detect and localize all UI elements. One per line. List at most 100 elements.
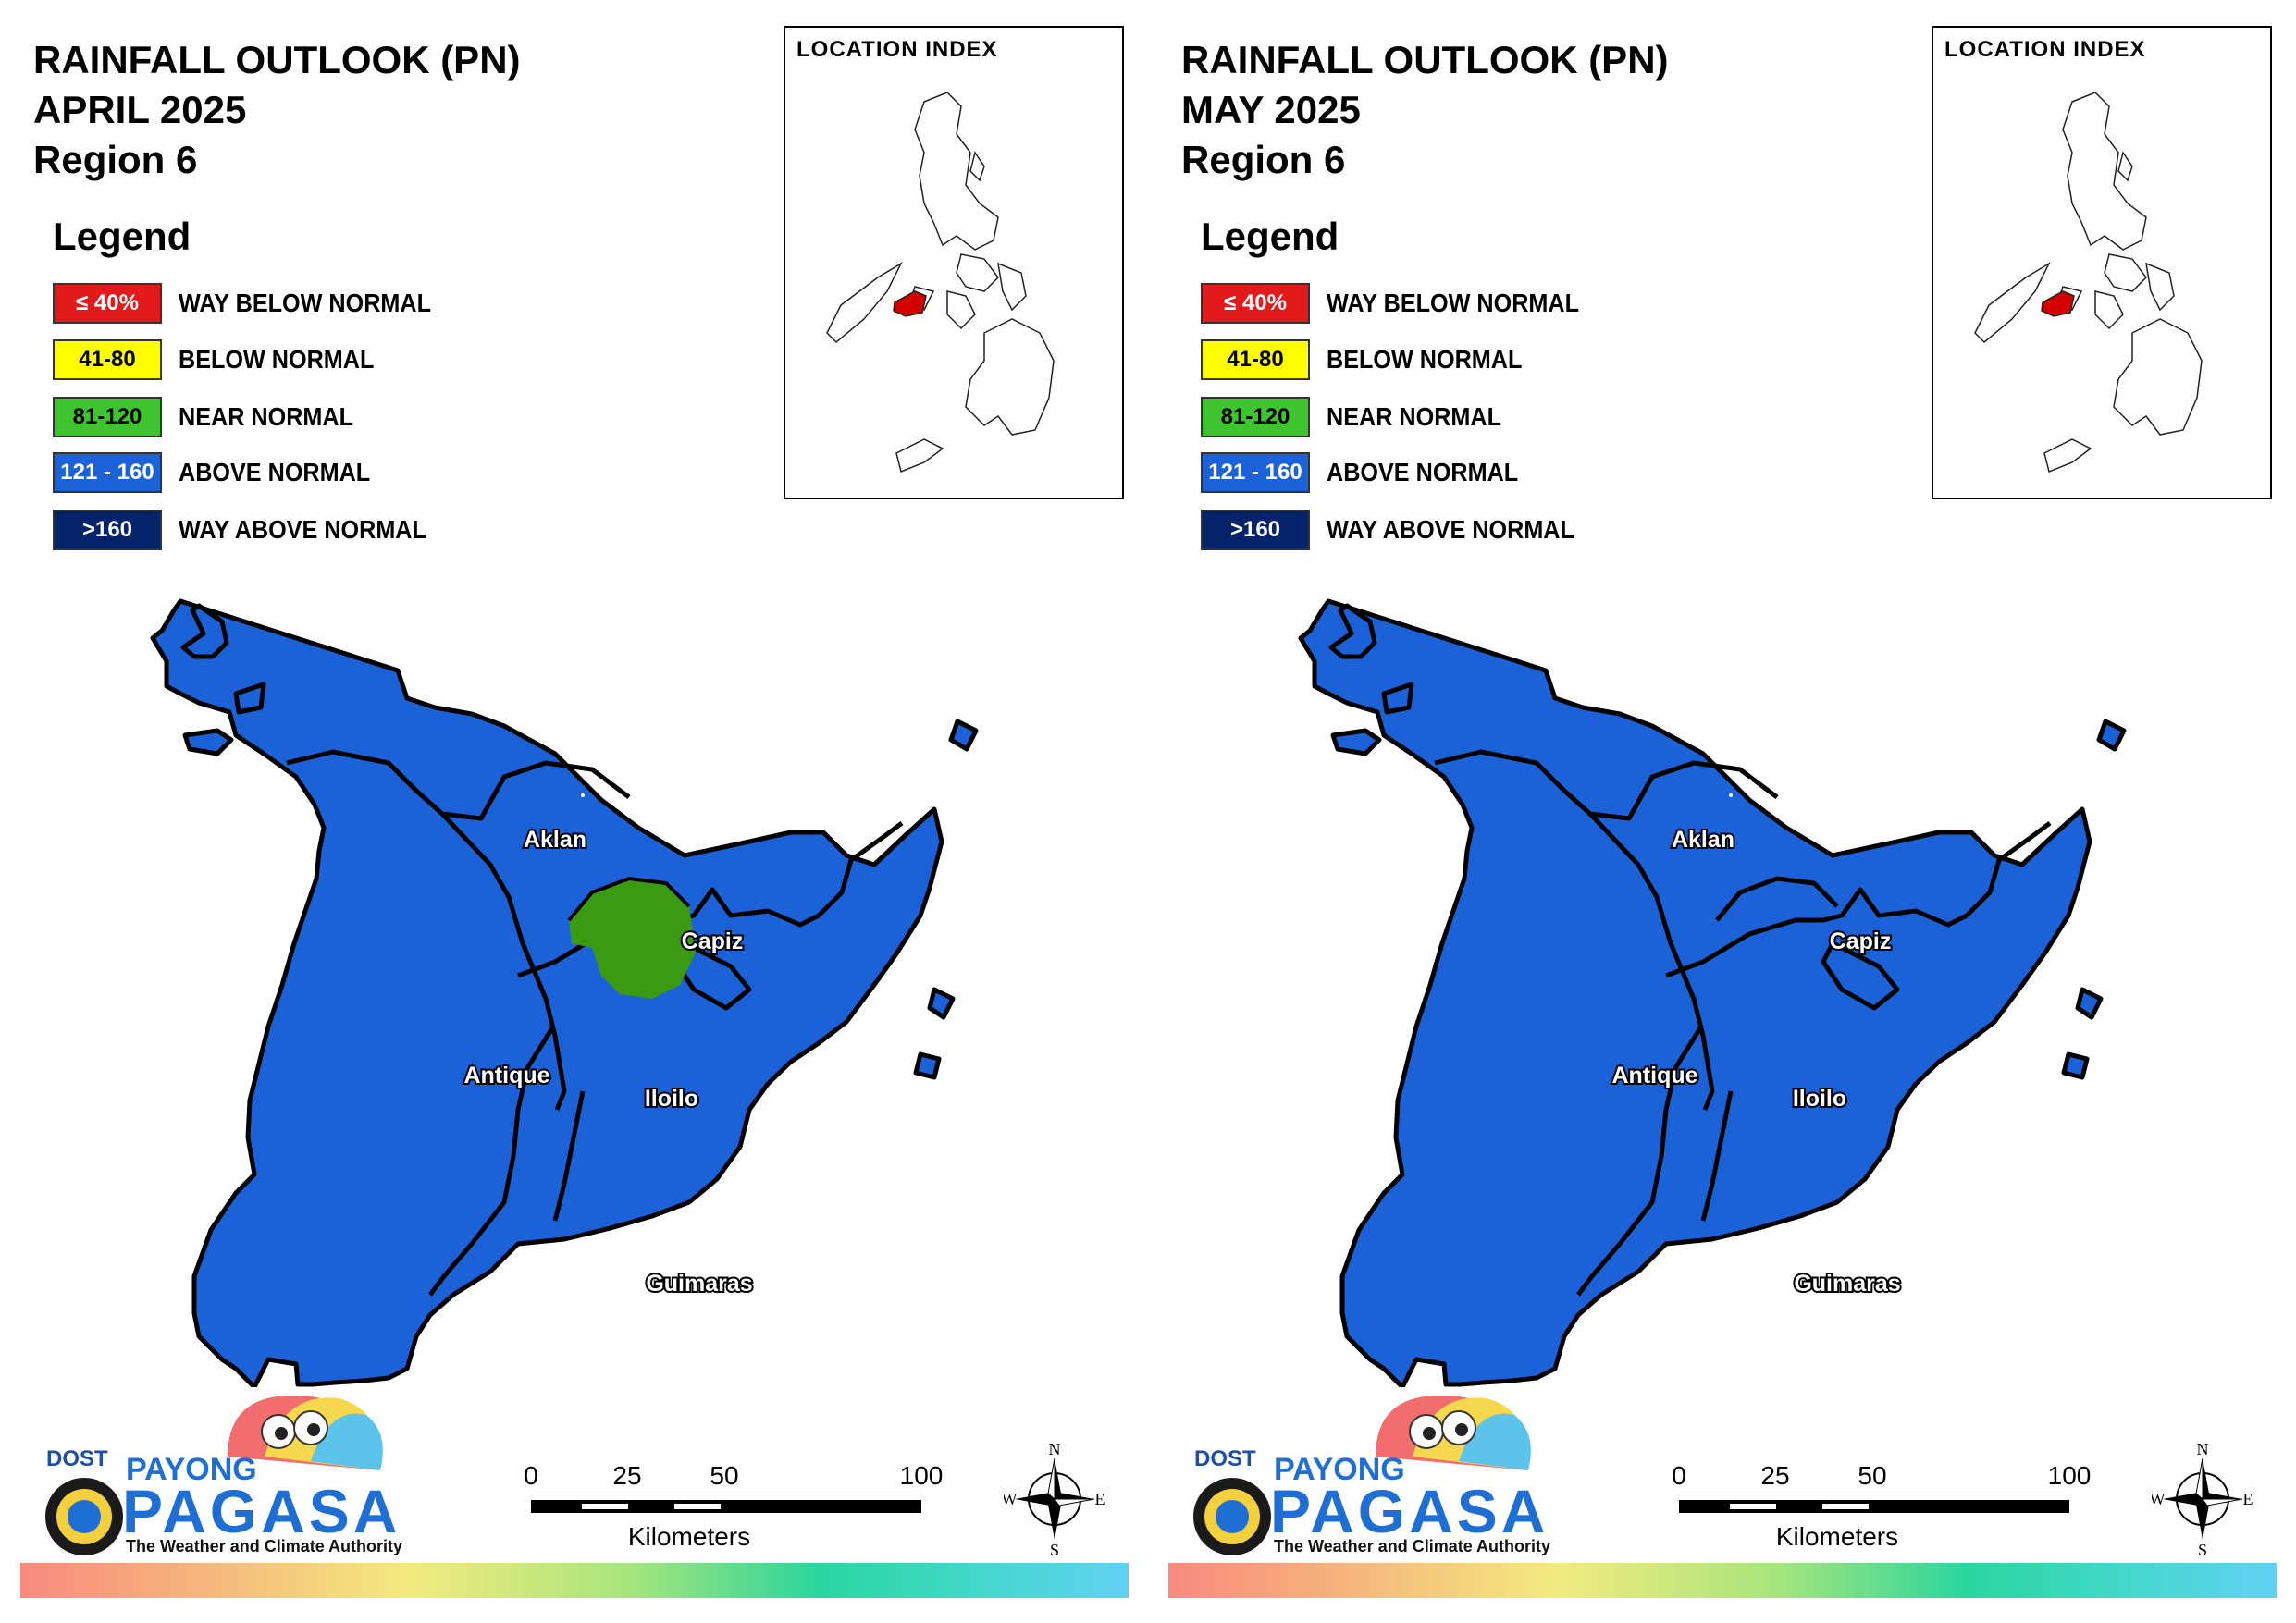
province-label-guimaras: Guimaras: [1794, 1271, 1900, 1297]
location-index: LOCATION INDEX: [784, 26, 1124, 499]
logo-tagline: The Weather and Climate Authority: [126, 1537, 403, 1555]
legend-label: NEAR NORMAL: [179, 402, 353, 431]
legend-swatch: 121 - 160: [53, 452, 162, 493]
legend-item-above: 121 - 160 ABOVE NORMAL: [53, 451, 391, 494]
svg-text:N: N: [2197, 1440, 2209, 1458]
legend-label: WAY BELOW NORMAL: [179, 289, 432, 317]
scale-tick: 100: [899, 1461, 944, 1490]
logo-tagline: The Weather and Climate Authority: [1274, 1537, 1551, 1555]
scale-tick: 0: [524, 1461, 538, 1490]
philippines-outline-map: [826, 92, 1055, 473]
logo-payong-text: PAYONG: [126, 1452, 257, 1487]
legend-item-way-above: >160 WAY ABOVE NORMAL: [1201, 509, 1602, 551]
map-panel-april: RAINFALL OUTLOOK (PN) APRIL 2025 Region …: [20, 26, 1129, 1598]
scale-tick: 50: [1858, 1461, 1887, 1490]
umbrella-logo-icon: [45, 1395, 383, 1555]
legend-heading: Legend: [53, 215, 191, 258]
location-index: LOCATION INDEX: [1932, 26, 2272, 499]
north-arrow-icon: N S E W: [2152, 1440, 2253, 1558]
legend-label: WAY BELOW NORMAL: [1327, 289, 1580, 317]
north-arrow-icon: N S E W: [1004, 1440, 1105, 1558]
province-label-antique: Antique: [463, 1063, 549, 1088]
logo-pagasa-text: PAGASA: [1270, 1477, 1549, 1545]
scale-bar: 0 25 50 100 Kilometers: [1648, 1461, 2092, 1554]
scale-bar: 0 25 50 100 Kilometers: [500, 1461, 944, 1554]
province-label-guimaras: Guimaras: [646, 1271, 752, 1297]
province-label-capiz: Capiz: [1830, 928, 1892, 954]
legend-item-below: 41-80 BELOW NORMAL: [1201, 338, 1544, 381]
legend-item-above: 121 - 160 ABOVE NORMAL: [1201, 451, 1539, 494]
legend-label: NEAR NORMAL: [1327, 402, 1501, 431]
logo-dost-text: DOST: [46, 1446, 108, 1471]
province-label-iloilo: Iloilo: [645, 1086, 698, 1112]
legend-swatch: >160: [53, 510, 162, 550]
svg-text:N: N: [1049, 1440, 1061, 1458]
region-6-map: Aklan Capiz Antique Iloilo Guimaras: [150, 598, 979, 1387]
province-label-iloilo: Iloilo: [1793, 1086, 1846, 1112]
title-line-1: RAINFALL OUTLOOK (PN): [1181, 38, 1669, 81]
scale-tick: 25: [1760, 1461, 1790, 1490]
legend-label: WAY ABOVE NORMAL: [179, 515, 426, 544]
region-6-map: Aklan Capiz Antique Iloilo Guimaras: [1298, 598, 2127, 1387]
scale-unit: Kilometers: [627, 1522, 751, 1551]
legend-label: BELOW NORMAL: [1327, 345, 1523, 374]
legend-swatch: 81-120: [1201, 397, 1310, 437]
legend-swatch: ≤ 40%: [1201, 283, 1310, 324]
philippines-outline-map: [1974, 92, 2203, 473]
title-line-1: RAINFALL OUTLOOK (PN): [33, 38, 521, 81]
color-gradient-bar: [20, 1563, 1129, 1598]
title-line-2: APRIL 2025: [33, 88, 247, 131]
scale-bar-graphic: [1679, 1500, 2069, 1513]
legend-item-near: 81-120 NEAR NORMAL: [53, 396, 373, 438]
legend-label: ABOVE NORMAL: [179, 458, 371, 486]
legend-swatch: >160: [1201, 510, 1310, 550]
legend-item-way-above: >160 WAY ABOVE NORMAL: [53, 509, 454, 551]
province-label-aklan: Aklan: [524, 827, 586, 853]
legend-item-way-below: ≤ 40% WAY BELOW NORMAL: [53, 282, 459, 325]
svg-text:S: S: [1050, 1541, 1059, 1558]
title-line-3: Region 6: [33, 138, 198, 181]
legend-heading: Legend: [1201, 215, 1339, 258]
location-index-title: LOCATION INDEX: [1944, 37, 2146, 62]
legend-item-below: 41-80 BELOW NORMAL: [53, 338, 396, 381]
scale-tick: 50: [710, 1461, 739, 1490]
legend-swatch: 81-120: [53, 397, 162, 437]
title-line-3: Region 6: [1181, 138, 1346, 181]
logo-payong-text: PAYONG: [1274, 1452, 1405, 1487]
pagasa-logo: DOST PAYONG PAGASA The Weather and Clima…: [1181, 1387, 1570, 1563]
map-title: RAINFALL OUTLOOK (PN) MAY 2025 Region 6: [1181, 35, 1669, 185]
scale-tick: 100: [2047, 1461, 2092, 1490]
legend-swatch: 41-80: [53, 339, 162, 380]
color-gradient-bar: [1168, 1563, 2277, 1598]
svg-text:S: S: [2198, 1541, 2207, 1558]
scale-tick: 0: [1672, 1461, 1686, 1490]
legend-label: BELOW NORMAL: [179, 345, 375, 374]
region-6-highlight: [2041, 290, 2075, 317]
legend-swatch: 41-80: [1201, 339, 1310, 380]
legend-label: ABOVE NORMAL: [1327, 458, 1519, 486]
svg-text:E: E: [2243, 1490, 2253, 1508]
legend-swatch: ≤ 40%: [53, 283, 162, 324]
location-index-title: LOCATION INDEX: [796, 37, 998, 62]
title-line-2: MAY 2025: [1181, 88, 1361, 131]
legend-item-way-below: ≤ 40% WAY BELOW NORMAL: [1201, 282, 1607, 325]
umbrella-logo-icon: [1193, 1395, 1531, 1555]
svg-text:W: W: [1004, 1490, 1018, 1508]
province-label-antique: Antique: [1611, 1063, 1697, 1088]
logo-pagasa-text: PAGASA: [122, 1477, 401, 1545]
logo-dost-text: DOST: [1194, 1446, 1256, 1471]
legend-item-near: 81-120 NEAR NORMAL: [1201, 396, 1521, 438]
province-label-capiz: Capiz: [682, 928, 744, 954]
region-6-highlight: [893, 290, 927, 317]
scale-bar-graphic: [531, 1500, 921, 1513]
map-panel-may: RAINFALL OUTLOOK (PN) MAY 2025 Region 6 …: [1148, 0, 2296, 1623]
legend-label: WAY ABOVE NORMAL: [1327, 515, 1574, 544]
svg-text:E: E: [1095, 1490, 1105, 1508]
near-normal-area: [567, 876, 696, 999]
legend-swatch: 121 - 160: [1201, 452, 1310, 493]
pagasa-logo: DOST PAYONG PAGASA The Weather and Clima…: [33, 1387, 422, 1563]
svg-text:W: W: [2152, 1490, 2166, 1508]
scale-tick: 25: [612, 1461, 642, 1490]
scale-unit: Kilometers: [1775, 1522, 1899, 1551]
province-label-aklan: Aklan: [1672, 827, 1734, 853]
